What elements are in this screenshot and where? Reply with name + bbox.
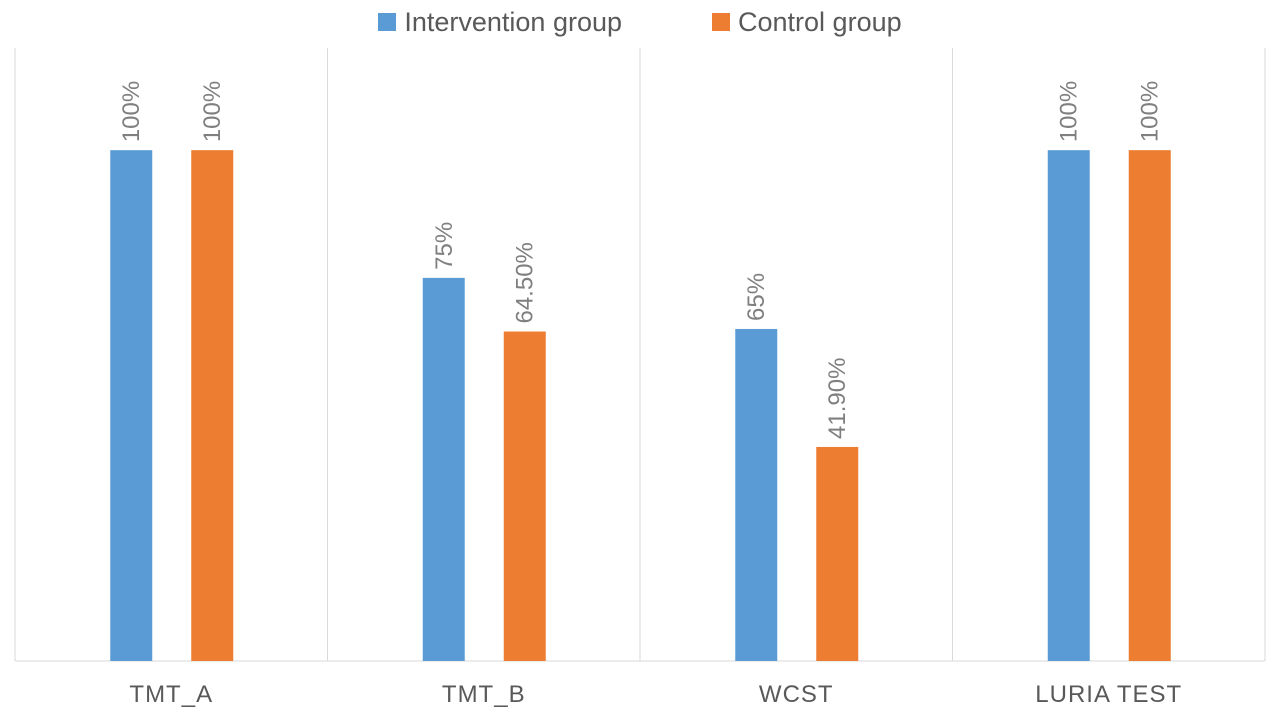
bar-intervention (110, 150, 153, 661)
data-label: 75% (431, 222, 458, 270)
category-label: LURIA TEST (1035, 681, 1182, 708)
data-label: 100% (199, 81, 226, 142)
bar-control (503, 331, 546, 661)
legend-item-control: Control group (712, 7, 902, 38)
category-label: WCST (759, 681, 834, 708)
legend-swatch-control (712, 13, 731, 31)
category-label: TMT_B (442, 681, 526, 708)
legend-swatch-intervention (378, 13, 397, 31)
data-label: 100% (118, 81, 145, 142)
bar-intervention (1047, 150, 1090, 661)
data-label: 41.90% (824, 358, 851, 439)
bar-intervention (735, 328, 778, 661)
data-label: 64.50% (512, 242, 539, 323)
data-label: 65% (743, 273, 770, 321)
bar-control (191, 150, 234, 661)
legend-label-intervention: Intervention group (404, 6, 623, 37)
bar-control (1128, 150, 1171, 661)
legend-label-control: Control group (738, 6, 902, 37)
legend-item-intervention: Intervention group (378, 7, 622, 38)
category-label: TMT_A (129, 681, 213, 708)
chart-legend: Intervention group Control group (0, 4, 1280, 40)
bar-control (816, 446, 859, 661)
bar-intervention (422, 277, 465, 661)
data-label: 100% (1137, 81, 1164, 142)
data-label: 100% (1056, 81, 1083, 142)
